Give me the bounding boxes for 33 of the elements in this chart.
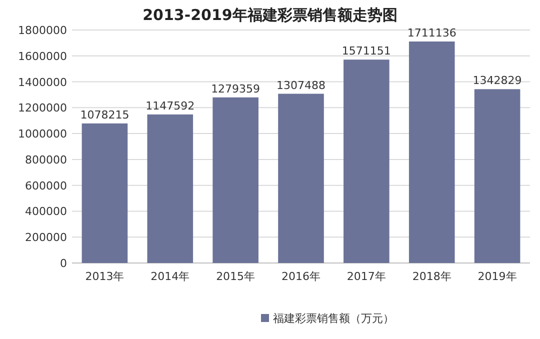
x-tick-label: 2016年	[282, 270, 320, 283]
bar	[278, 94, 324, 263]
data-label: 1147592	[146, 99, 195, 112]
y-tick-label: 0	[60, 257, 67, 270]
bar	[82, 123, 128, 263]
y-tick-label: 1800000	[18, 24, 67, 37]
x-tick-label: 2018年	[412, 270, 452, 283]
bar	[344, 60, 390, 263]
chart-title: 2013-2019年福建彩票销售额走势图	[142, 6, 398, 24]
x-tick-label: 2014年	[150, 270, 190, 283]
x-tick-label: 2013年	[85, 270, 124, 283]
data-label: 1342829	[472, 74, 522, 88]
y-tick-label: 600000	[25, 179, 67, 192]
data-label: 1279359	[211, 82, 260, 96]
legend-label: 福建彩票销售额（万元）	[273, 312, 394, 325]
bar	[147, 114, 194, 263]
data-label: 1307488	[276, 78, 326, 92]
y-tick-label: 200000	[25, 231, 67, 244]
y-tick-label: 1400000	[18, 76, 67, 89]
bar	[212, 97, 258, 263]
bar	[408, 42, 455, 263]
y-tick-label: 1200000	[18, 102, 67, 115]
x-tick-label: 2019年	[478, 270, 517, 283]
y-tick-label: 400000	[25, 205, 67, 218]
y-tick-label: 1000000	[18, 128, 67, 141]
bar	[474, 89, 520, 263]
y-tick-label: 800000	[25, 153, 67, 166]
x-tick-label: 2015年	[216, 270, 256, 283]
data-label: 1711136	[407, 26, 456, 40]
y-tick-label: 1600000	[18, 50, 67, 63]
data-label: 1571151	[342, 44, 391, 58]
data-label: 1078215	[80, 108, 130, 122]
x-tick-label: 2017年	[346, 270, 386, 283]
